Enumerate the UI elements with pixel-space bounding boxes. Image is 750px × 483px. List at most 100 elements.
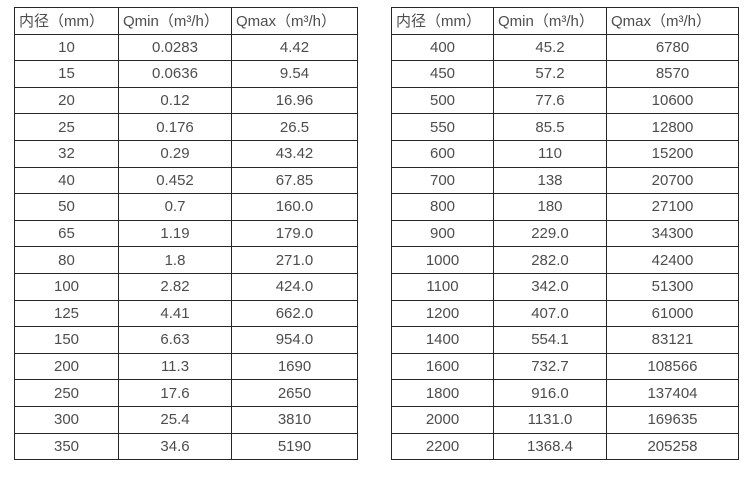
table-cell: 25 — [14, 113, 119, 141]
table-row: 550 85.5 12800 — [391, 113, 739, 141]
table-cell: 15 — [14, 60, 119, 88]
table-cell: 1400 — [391, 326, 494, 354]
table-cell: 407.0 — [493, 299, 607, 328]
table-row: 450 57.2 8570 — [391, 60, 739, 88]
column-header-qmin: Qmin（m³/h） — [118, 7, 232, 35]
column-header-diameter: 内径（mm） — [391, 7, 494, 35]
table-cell: 954.0 — [231, 326, 358, 354]
table-cell: 40 — [14, 166, 119, 195]
table-cell: 80 — [14, 246, 119, 274]
table-cell: 150 — [14, 326, 119, 354]
table-row: 400 45.2 6780 — [391, 33, 739, 62]
table-row: 15 0.0636 9.54 — [14, 60, 358, 88]
table-cell: 57.2 — [493, 60, 607, 88]
table-cell: 800 — [391, 193, 494, 221]
table-body-right: 400 45.2 6780 450 57.2 8570 500 77.6 10600 550 85.… — [391, 33, 739, 461]
table-cell: 125 — [14, 299, 119, 328]
table-cell: 2200 — [391, 432, 494, 461]
table-cell: 34300 — [606, 219, 739, 248]
table-cell: 110 — [493, 139, 607, 168]
table-cell: 916.0 — [493, 379, 607, 407]
table-row: 1200 407.0 61000 — [391, 299, 739, 328]
table-row: 125 4.41 662.0 — [14, 299, 358, 328]
table-cell: 1368.4 — [493, 432, 607, 461]
table-cell: 200 — [14, 352, 119, 381]
table-cell: 6780 — [606, 33, 739, 62]
column-header-qmax: Qmax（m³/h） — [231, 7, 358, 35]
table-cell: 20700 — [606, 166, 739, 195]
table-row: 50 0.7 160.0 — [14, 193, 358, 221]
table-row: 40 0.452 67.85 — [14, 166, 358, 195]
table-cell: 1200 — [391, 299, 494, 328]
table-cell: 138 — [493, 166, 607, 195]
table-row: 250 17.6 2650 — [14, 379, 358, 407]
table-row: 1100 342.0 51300 — [391, 272, 739, 301]
table-cell: 350 — [14, 432, 119, 461]
table-header-row-right: 内径（mm） Qmin（m³/h） Qmax（m³/h） — [391, 7, 739, 35]
table-cell: 229.0 — [493, 219, 607, 248]
table-cell: 50 — [14, 193, 119, 221]
table-row: 100 2.82 424.0 — [14, 272, 358, 301]
table-cell: 0.0636 — [118, 60, 232, 88]
table-cell: 1000 — [391, 246, 494, 274]
table-cell: 2.82 — [118, 272, 232, 301]
table-cell: 554.1 — [493, 326, 607, 354]
table-cell: 180 — [493, 193, 607, 221]
table-cell: 662.0 — [231, 299, 358, 328]
table-cell: 282.0 — [493, 246, 607, 274]
table-cell: 137404 — [606, 379, 739, 407]
table-row: 1400 554.1 83121 — [391, 326, 739, 354]
table-cell: 1131.0 — [493, 405, 607, 434]
table-cell: 108566 — [606, 352, 739, 381]
table-cell: 1100 — [391, 272, 494, 301]
table-cell: 85.5 — [493, 113, 607, 141]
table-row: 150 6.63 954.0 — [14, 326, 358, 354]
table-cell: 2000 — [391, 405, 494, 434]
table-cell: 25.4 — [118, 405, 232, 434]
table-row: 800 180 27100 — [391, 193, 739, 221]
table-row: 300 25.4 3810 — [14, 405, 358, 434]
table-row: 350 34.6 5190 — [14, 432, 358, 461]
column-header-diameter: 内径（mm） — [14, 7, 119, 35]
table-cell: 11.3 — [118, 352, 232, 381]
table-row: 600 110 15200 — [391, 139, 739, 168]
header-row: 内径（mm） Qmin（m³/h） Qmax（m³/h） — [14, 7, 358, 35]
table-cell: 1.8 — [118, 246, 232, 274]
table-cell: 3810 — [231, 405, 358, 434]
table-cell: 0.452 — [118, 166, 232, 195]
table-cell: 42400 — [606, 246, 739, 274]
table-row: 10 0.0283 4.42 — [14, 33, 358, 62]
table-cell: 900 — [391, 219, 494, 248]
table-row: 2000 1131.0 169635 — [391, 405, 739, 434]
table-cell: 342.0 — [493, 272, 607, 301]
table-row: 65 1.19 179.0 — [14, 219, 358, 248]
table-cell: 17.6 — [118, 379, 232, 407]
table-cell: 205258 — [606, 432, 739, 461]
table-cell: 65 — [14, 219, 119, 248]
diameter-flow-table-right: 内径（mm） Qmin（m³/h） Qmax（m³/h） 400 45.2 6780… — [391, 7, 739, 461]
table-cell: 12800 — [606, 113, 739, 141]
table-cell: 1600 — [391, 352, 494, 381]
table-cell: 300 — [14, 405, 119, 434]
table-cell: 1.19 — [118, 219, 232, 248]
table-cell: 0.7 — [118, 193, 232, 221]
table-cell: 9.54 — [231, 60, 358, 88]
table-row: 500 77.6 10600 — [391, 86, 739, 115]
table-cell: 160.0 — [231, 193, 358, 221]
table-cell: 732.7 — [493, 352, 607, 381]
table-cell: 169635 — [606, 405, 739, 434]
table-body-left: 10 0.0283 4.42 15 0.0636 9.54 20 0.12 16.96 25 0.1… — [14, 33, 358, 461]
table-cell: 5190 — [231, 432, 358, 461]
table-cell: 0.12 — [118, 86, 232, 115]
table-cell: 10600 — [606, 86, 739, 115]
table-cell: 32 — [14, 139, 119, 168]
table-cell: 0.0283 — [118, 33, 232, 62]
table-row: 20 0.12 16.96 — [14, 86, 358, 115]
table-cell: 67.85 — [231, 166, 358, 195]
table-cell: 20 — [14, 86, 119, 115]
table-row: 25 0.176 26.5 — [14, 113, 358, 141]
table-cell: 424.0 — [231, 272, 358, 301]
table-cell: 500 — [391, 86, 494, 115]
table-cell: 4.41 — [118, 299, 232, 328]
table-cell: 450 — [391, 60, 494, 88]
